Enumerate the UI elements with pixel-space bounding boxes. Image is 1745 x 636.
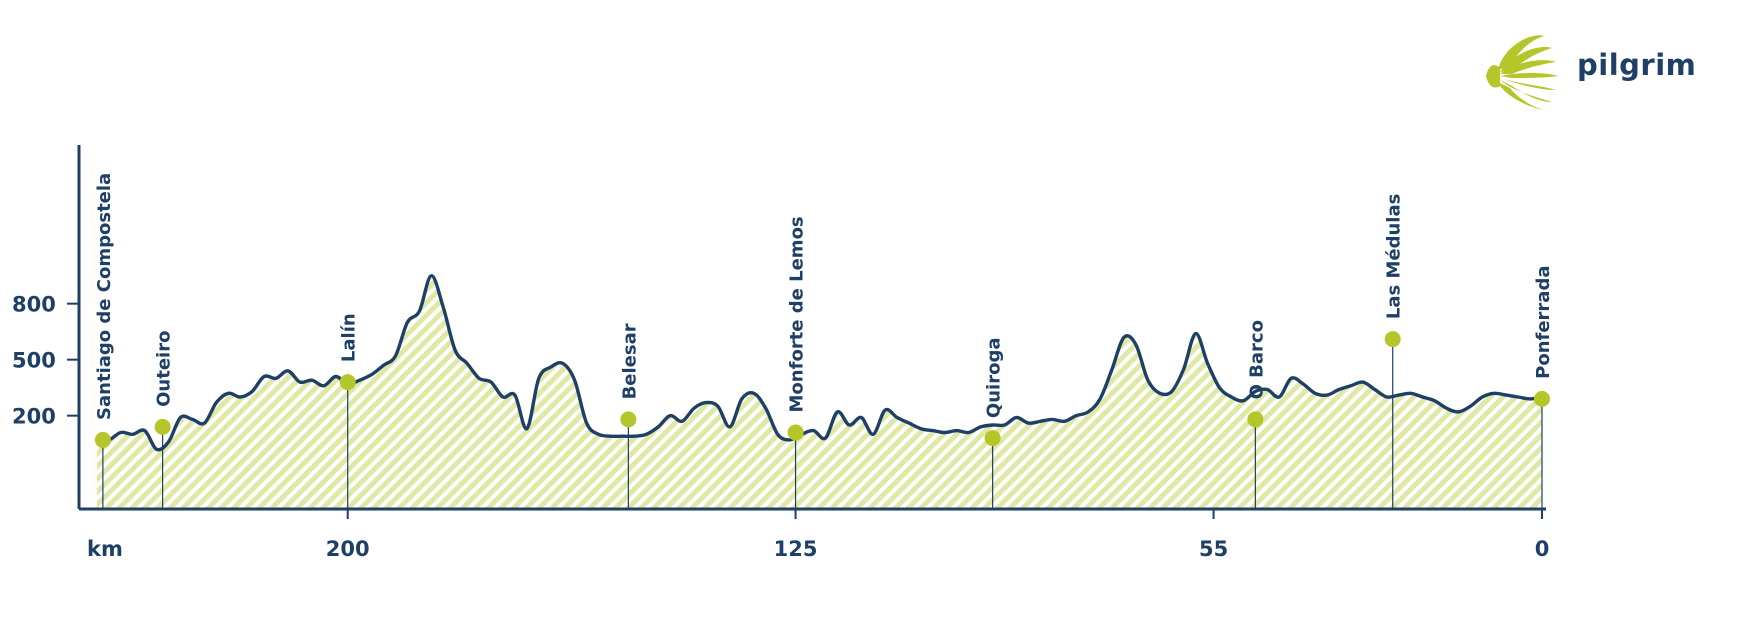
x-tick-label: 125: [774, 537, 818, 561]
location-marker: [1247, 411, 1264, 428]
location-label: Ponferrada: [1533, 266, 1554, 379]
location-marker: [1384, 331, 1401, 348]
brand-name: pilgrim: [1577, 48, 1697, 82]
x-tick-label: 200: [326, 537, 370, 561]
location-label: Monforte de Lemos: [787, 216, 808, 412]
location-marker: [1534, 390, 1550, 407]
location-marker: [94, 431, 111, 448]
elevation-line: [95, 274, 1544, 452]
location-marker: [154, 418, 171, 435]
location-label: Belesar: [619, 323, 640, 399]
scallop-shell-icon: [1486, 35, 1558, 110]
location-label: Lalín: [339, 313, 360, 362]
y-tick-label: 800: [12, 293, 56, 317]
elevation-area: [96, 275, 1542, 509]
location-label: Santiago de Compostela: [94, 173, 115, 420]
y-tick-label: 500: [12, 349, 56, 373]
location-label: Outeiro: [154, 331, 175, 407]
x-tick-label: 0: [1535, 537, 1550, 561]
x-tick-label: 55: [1199, 537, 1228, 561]
location-label: O Barco: [1246, 320, 1267, 399]
location-marker: [620, 411, 637, 428]
location-marker: [339, 374, 356, 391]
location-marker: [787, 424, 804, 441]
location-label: Las Médulas: [1384, 194, 1405, 319]
pilgrim-logo: pilgrim: [1482, 30, 1696, 112]
location-marker: [984, 430, 1001, 447]
y-tick-label: 200: [12, 405, 56, 429]
location-label: Quiroga: [984, 338, 1005, 419]
x-axis-label: km: [87, 537, 123, 561]
